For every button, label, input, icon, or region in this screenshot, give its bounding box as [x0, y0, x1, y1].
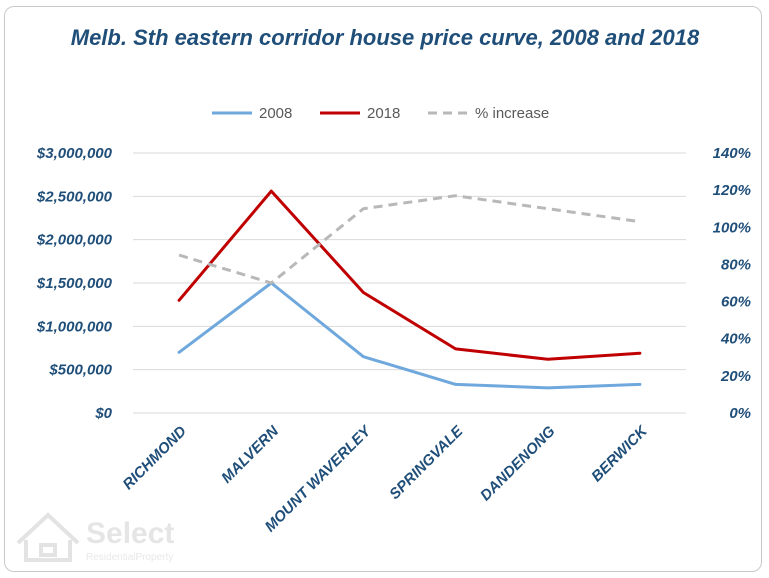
gridlines — [133, 152, 686, 414]
left-tick-label: $1,500,000 — [36, 275, 113, 292]
right-tick-label: 60% — [721, 294, 751, 311]
watermark-tagline: ResidentialProperty — [86, 552, 173, 563]
legend-label: 2008 — [259, 105, 292, 122]
chart-title: Melb. Sth eastern corridor house price c… — [70, 25, 700, 50]
watermark-logo: Select ResidentialProperty — [16, 512, 174, 563]
x-tick-label: MOUNT WAVERLEY — [262, 421, 376, 535]
left-tick-label: $3,000,000 — [36, 145, 113, 162]
legend-label: % increase — [475, 105, 549, 122]
left-tick-label: $0 — [94, 405, 112, 422]
legend-label: 2018 — [367, 105, 400, 122]
left-tick-label: $500,000 — [48, 362, 112, 379]
left-tick-label: $1,000,000 — [36, 318, 113, 335]
x-tick-label: DANDENONG — [477, 423, 559, 505]
left-axis: $0 $500,000 $1,000,000 $1,500,000 $2,000,000… — [36, 145, 113, 422]
series-line-2008 — [177, 281, 642, 390]
right-tick-label: 0% — [729, 405, 751, 422]
left-tick-label: $2,000,000 — [36, 232, 113, 249]
x-tick-label: SPRINGVALE — [386, 422, 467, 503]
x-tick-label: BERWICK — [588, 422, 651, 485]
series-lines — [177, 189, 642, 390]
right-tick-label: 20% — [720, 368, 751, 385]
house-icon — [16, 512, 80, 562]
legend: 2008 2018 % increase — [212, 105, 549, 122]
watermark-brand: Select — [86, 517, 174, 550]
right-tick-label: 140% — [713, 145, 751, 162]
right-axis: 0% 20% 40% 60% 80% 100% 120% 140% — [713, 145, 751, 422]
x-tick-label: RICHMOND — [120, 423, 190, 493]
right-tick-label: 80% — [721, 256, 751, 273]
series-line-increase — [178, 194, 641, 285]
right-tick-label: 100% — [713, 219, 751, 236]
right-tick-label: 40% — [720, 331, 751, 348]
x-tick-label: MALVERN — [218, 422, 283, 487]
right-tick-label: 120% — [713, 182, 751, 199]
series-line-2018 — [177, 189, 642, 361]
left-tick-label: $2,500,000 — [36, 188, 113, 205]
chart-frame — [4, 6, 762, 572]
